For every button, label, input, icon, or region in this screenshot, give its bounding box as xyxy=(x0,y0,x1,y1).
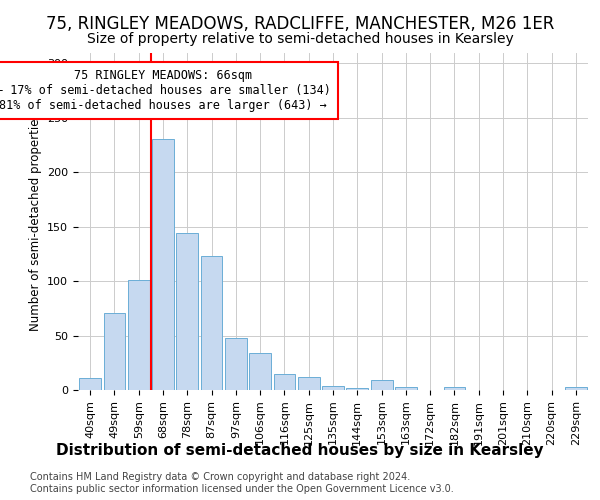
Bar xyxy=(443,386,466,390)
Bar xyxy=(152,138,174,390)
Text: 75, RINGLEY MEADOWS, RADCLIFFE, MANCHESTER, M26 1ER: 75, RINGLEY MEADOWS, RADCLIFFE, MANCHEST… xyxy=(46,15,554,33)
Bar xyxy=(200,256,223,390)
Bar xyxy=(565,386,587,390)
Bar xyxy=(346,388,368,390)
Bar xyxy=(104,312,125,390)
Bar xyxy=(322,386,344,390)
Bar xyxy=(395,386,417,390)
Text: Contains HM Land Registry data © Crown copyright and database right 2024.: Contains HM Land Registry data © Crown c… xyxy=(30,472,410,482)
Bar xyxy=(371,380,392,390)
Text: Distribution of semi-detached houses by size in Kearsley: Distribution of semi-detached houses by … xyxy=(56,442,544,458)
Bar xyxy=(249,353,271,390)
Bar xyxy=(79,378,101,390)
Bar xyxy=(225,338,247,390)
Text: 75 RINGLEY MEADOWS: 66sqm
← 17% of semi-detached houses are smaller (134)
81% of: 75 RINGLEY MEADOWS: 66sqm ← 17% of semi-… xyxy=(0,69,331,112)
Text: Size of property relative to semi-detached houses in Kearsley: Size of property relative to semi-detach… xyxy=(86,32,514,46)
Bar xyxy=(298,377,320,390)
Bar xyxy=(274,374,295,390)
Y-axis label: Number of semi-detached properties: Number of semi-detached properties xyxy=(29,112,41,330)
Text: Contains public sector information licensed under the Open Government Licence v3: Contains public sector information licen… xyxy=(30,484,454,494)
Bar xyxy=(176,233,198,390)
Bar xyxy=(128,280,149,390)
